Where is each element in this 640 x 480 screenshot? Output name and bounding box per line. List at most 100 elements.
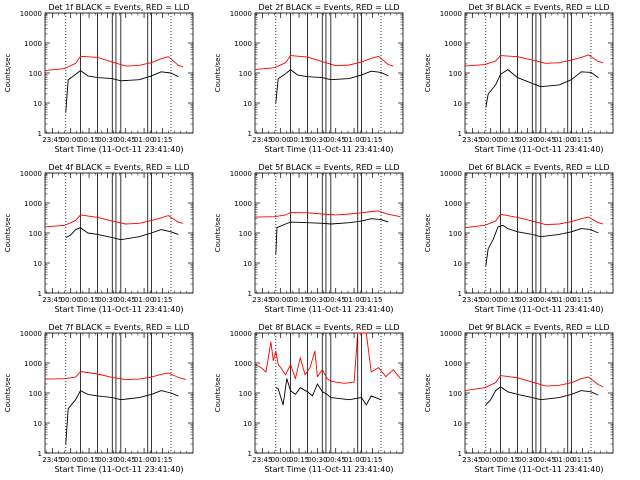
events-series-line (275, 218, 389, 255)
y-axis-label: Counts/sec (214, 214, 222, 253)
y-axis-label: Counts/sec (4, 54, 12, 93)
y-tick-label: 1000 (24, 360, 42, 368)
x-axis-label: Start Time (11-Oct-11 23:41:40) (474, 465, 603, 474)
x-tick-label: 00:00 (61, 296, 81, 304)
x-tick-label: 00:15 (499, 296, 519, 304)
y-tick-label: 10 (453, 260, 462, 268)
x-axis-label: Start Time (11-Oct-11 23:41:40) (54, 305, 183, 314)
panel-6: Det 6f BLACK = Events, RED = LLD Counts/s… (424, 163, 614, 314)
x-tick-label: 01:00 (344, 296, 364, 304)
panel-8: Det 8f BLACK = Events, RED = LLD Counts/s… (214, 323, 404, 474)
panel-title: Det 4f BLACK = Events, RED = LLD (48, 163, 189, 172)
x-tick-label: 00:45 (116, 456, 136, 464)
y-tick-label: 10000 (20, 170, 42, 178)
events-series-line (485, 386, 599, 406)
x-tick-label: 23:45 (462, 136, 482, 144)
y-tick-label: 10000 (230, 10, 252, 18)
events-series-line (275, 378, 382, 406)
x-tick-label: 00:45 (116, 296, 136, 304)
y-tick-label: 1 (38, 290, 42, 298)
y-tick-label: 10 (243, 420, 252, 428)
y-tick-label: 100 (29, 70, 42, 78)
x-tick-label: 00:15 (79, 136, 99, 144)
y-tick-label: 1000 (24, 200, 42, 208)
x-tick-label: 01:00 (554, 456, 574, 464)
x-tick-label: 00:30 (517, 136, 537, 144)
x-tick-label: 00:30 (307, 456, 327, 464)
y-tick-label: 1000 (234, 360, 252, 368)
y-tick-label: 1 (38, 450, 42, 458)
y-tick-label: 1 (38, 130, 42, 138)
panel-9: Det 9f BLACK = Events, RED = LLD Counts/s… (424, 323, 614, 474)
y-tick-label: 10000 (440, 10, 462, 18)
panel-2: Det 2f BLACK = Events, RED = LLD Counts/s… (214, 3, 404, 154)
panel-title: Det 2f BLACK = Events, RED = LLD (258, 3, 399, 12)
x-axis-label: Start Time (11-Oct-11 23:41:40) (54, 465, 183, 474)
lld-series-line (464, 54, 604, 67)
y-tick-label: 10000 (230, 330, 252, 338)
x-axis-label: Start Time (11-Oct-11 23:41:40) (474, 305, 603, 314)
y-tick-label: 100 (29, 230, 42, 238)
panel-title: Det 7f BLACK = Events, RED = LLD (48, 323, 189, 332)
x-tick-label: 23:45 (462, 296, 482, 304)
y-tick-label: 10 (33, 420, 42, 428)
x-tick-label: 00:30 (517, 456, 537, 464)
y-tick-label: 1 (458, 130, 462, 138)
y-axis-label: Counts/sec (214, 374, 222, 413)
x-tick-label: 01:00 (134, 136, 154, 144)
y-tick-label: 10 (453, 100, 462, 108)
x-tick-label: 00:30 (97, 296, 117, 304)
x-tick-label: 01:15 (572, 456, 592, 464)
x-tick-label: 01:00 (344, 136, 364, 144)
x-axis-label: Start Time (11-Oct-11 23:41:40) (264, 465, 393, 474)
y-tick-label: 1 (458, 290, 462, 298)
panel-title: Det 8f BLACK = Events, RED = LLD (258, 323, 399, 332)
y-tick-label: 100 (449, 70, 462, 78)
panel-4: Det 4f BLACK = Events, RED = LLD Counts/s… (4, 163, 194, 314)
x-tick-label: 00:45 (116, 136, 136, 144)
panel-title: Det 3f BLACK = Events, RED = LLD (468, 3, 609, 12)
x-tick-label: 00:30 (307, 136, 327, 144)
x-tick-label: 00:00 (61, 136, 81, 144)
x-tick-label: 00:15 (499, 456, 519, 464)
x-tick-label: 00:00 (61, 456, 81, 464)
events-series-line (485, 224, 599, 266)
x-tick-label: 00:00 (481, 136, 501, 144)
y-tick-label: 10 (243, 260, 252, 268)
events-series-line (485, 69, 599, 108)
y-tick-label: 1000 (444, 200, 462, 208)
x-tick-label: 01:00 (554, 296, 574, 304)
y-tick-label: 1000 (444, 360, 462, 368)
y-tick-label: 10 (33, 260, 42, 268)
x-tick-label: 23:45 (462, 456, 482, 464)
y-tick-label: 1000 (24, 40, 42, 48)
y-tick-label: 100 (239, 390, 252, 398)
y-axis-label: Counts/sec (214, 54, 222, 93)
events-series-line (65, 227, 179, 241)
y-tick-label: 100 (449, 230, 462, 238)
x-tick-label: 00:45 (326, 296, 346, 304)
panel-7: Det 7f BLACK = Events, RED = LLD Counts/s… (4, 323, 194, 474)
x-tick-label: 23:45 (42, 296, 62, 304)
x-tick-label: 23:45 (42, 456, 62, 464)
lld-series-line (254, 55, 394, 71)
x-tick-label: 23:45 (252, 456, 272, 464)
x-tick-label: 01:15 (152, 136, 172, 144)
panel-title: Det 9f BLACK = Events, RED = LLD (468, 323, 609, 332)
events-series-line (275, 69, 389, 104)
panel-3: Det 3f BLACK = Events, RED = LLD Counts/s… (424, 3, 614, 154)
y-tick-label: 1 (248, 450, 252, 458)
x-tick-label: 00:30 (517, 296, 537, 304)
y-tick-label: 10000 (230, 170, 252, 178)
y-axis-label: Counts/sec (424, 54, 432, 93)
x-tick-label: 01:00 (554, 136, 574, 144)
lld-series-line (464, 375, 604, 392)
x-tick-label: 23:45 (42, 136, 62, 144)
x-tick-label: 01:15 (362, 296, 382, 304)
x-tick-label: 00:45 (536, 456, 556, 464)
x-tick-label: 00:15 (499, 136, 519, 144)
y-tick-label: 10000 (440, 170, 462, 178)
panel-title: Det 6f BLACK = Events, RED = LLD (468, 163, 609, 172)
panel-5: Det 5f BLACK = Events, RED = LLD Counts/s… (214, 163, 404, 314)
y-tick-label: 1000 (444, 40, 462, 48)
